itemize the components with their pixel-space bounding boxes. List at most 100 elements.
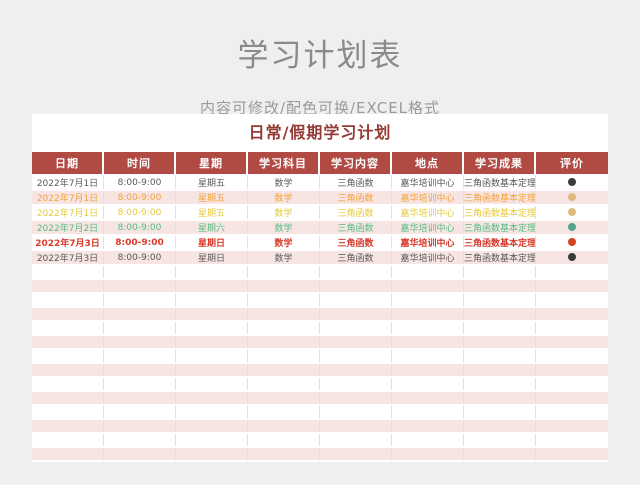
empty-cell [248,280,320,292]
empty-table-row [32,266,608,278]
cell-result: 三角函数基本定理 [464,221,536,234]
column-header-rating: 评价 [536,152,608,174]
empty-cell [320,364,392,376]
rating-dot [568,193,576,201]
empty-cell [248,364,320,376]
cell-subject: 数学 [248,251,320,264]
table-row: 2022年7月2日 8:00-9:00 星期六 数学 三角函数 嘉华培训中心 三角函数基本定… [32,221,608,234]
table-row: 2022年7月1日 8:00-9:00 星期五 数学 三角函数 嘉华培训中心 三角函数基本定… [32,191,608,204]
empty-cell [464,336,536,348]
empty-cell [464,350,536,362]
column-header-weekday: 星期 [176,152,248,174]
cell-place: 嘉华培训中心 [392,191,464,204]
rating-dot [568,208,576,216]
column-header-subject: 学习科目 [248,152,320,174]
empty-cell [104,434,176,446]
cell-rating [536,251,608,264]
empty-cell [32,294,104,306]
empty-table-row [32,336,608,348]
column-header-result: 学习成果 [464,152,536,174]
empty-cell [32,392,104,404]
empty-cell [32,280,104,292]
empty-cell [104,350,176,362]
empty-cell [248,350,320,362]
empty-table-row [32,378,608,390]
cell-result: 三角函数基本定理 [464,191,536,204]
empty-cell [32,434,104,446]
empty-cell [32,420,104,432]
table-row: 2022年7月1日 8:00-9:00 星期五 数学 三角函数 嘉华培训中心 三角函数基本定… [32,206,608,219]
header-row: 日期 时间 星期 学习科目 学习内容 地点 学习成果 评价 [32,152,608,174]
cell-result: 三角函数基本定理 [464,206,536,219]
cell-content: 三角函数 [320,206,392,219]
table-row: 2022年7月3日 8:00-9:00 星期日 数学 三角函数 嘉华培训中心 三角函数基本定… [32,236,608,249]
empty-cell [320,392,392,404]
cell-subject: 数学 [248,206,320,219]
empty-cell [392,392,464,404]
empty-cell [248,406,320,418]
cell-weekday: 星期日 [176,251,248,264]
empty-cell [320,294,392,306]
column-header-content: 学习内容 [320,152,392,174]
empty-cell [176,378,248,390]
cell-weekday: 星期五 [176,176,248,189]
empty-cell [104,280,176,292]
empty-cell [392,266,464,278]
cell-time: 8:00-9:00 [104,251,176,264]
empty-cell [176,434,248,446]
cell-rating [536,206,608,219]
empty-cell [320,336,392,348]
empty-cell [392,308,464,320]
empty-table-row [32,420,608,432]
empty-cell [104,420,176,432]
cell-date: 2022年7月1日 [32,206,104,219]
empty-cell [392,294,464,306]
empty-cell [248,420,320,432]
empty-cell [248,336,320,348]
empty-cell [104,392,176,404]
empty-cell [104,294,176,306]
empty-table-row [32,434,608,446]
empty-cell [32,350,104,362]
empty-cell [176,322,248,334]
empty-cell [32,448,104,460]
empty-cell [464,448,536,460]
empty-cell [176,280,248,292]
empty-cell [536,406,608,418]
empty-cell [176,308,248,320]
rating-dot [568,238,576,246]
empty-cell [536,322,608,334]
empty-cell [464,280,536,292]
empty-cell [536,350,608,362]
empty-cell [464,364,536,376]
empty-table-row [32,406,608,418]
cell-subject: 数学 [248,236,320,249]
empty-cell [104,378,176,390]
cell-time: 8:00-9:00 [104,236,176,249]
cell-content: 三角函数 [320,251,392,264]
empty-cell [176,392,248,404]
empty-cell [32,364,104,376]
cell-place: 嘉华培训中心 [392,221,464,234]
cell-content: 三角函数 [320,176,392,189]
page-title: 学习计划表 [237,38,403,74]
empty-cell [176,266,248,278]
empty-table-row [32,448,608,460]
empty-table-row [32,322,608,334]
empty-cell [536,294,608,306]
cell-content: 三角函数 [320,236,392,249]
cell-content: 三角函数 [320,221,392,234]
empty-cell [392,434,464,446]
empty-cell [104,322,176,334]
empty-cell [464,406,536,418]
cell-date: 2022年7月2日 [32,221,104,234]
empty-cell [536,378,608,390]
cell-result: 三角函数基本定理 [464,176,536,189]
column-header-time: 时间 [104,152,176,174]
empty-cell [104,406,176,418]
study-plan-card: 日常/假期学习计划 日期 时间 星期 学习科目 学习内容 地点 学习成果 评价 2022年7月… [32,114,608,462]
cell-place: 嘉华培训中心 [392,206,464,219]
empty-cell [536,308,608,320]
empty-cell [32,308,104,320]
cell-subject: 数学 [248,221,320,234]
